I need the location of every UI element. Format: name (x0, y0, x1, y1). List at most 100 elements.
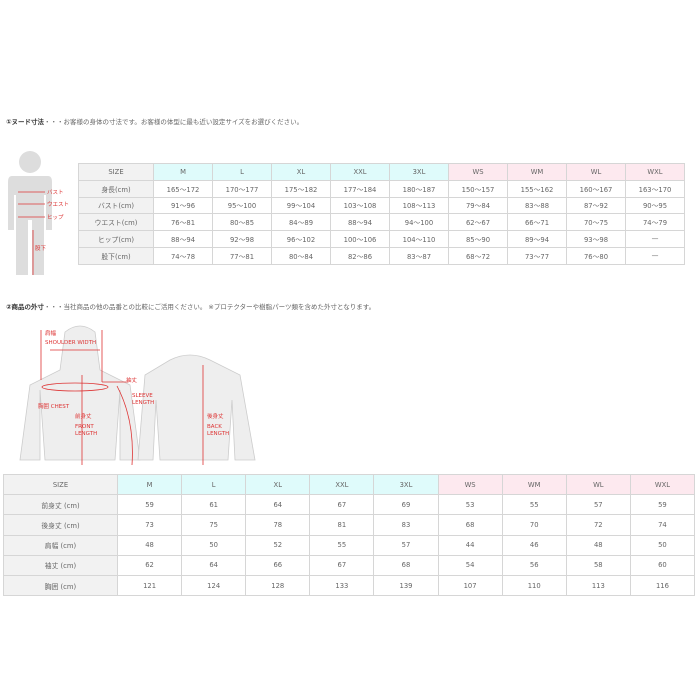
label-inseam: 股下 (35, 245, 47, 252)
garment-size-table: SIZE M L XL XXL 3XL WS WM WL WXL 前身丈 (cm) 59 61 64 67 6… (3, 473, 696, 597)
table-cell: 88～94 (330, 213, 390, 232)
table-cell: 90～95 (625, 196, 685, 215)
column-header: WXL (625, 163, 685, 181)
row-label: 胸囲 (cm) (3, 574, 118, 597)
table-cell: 67 (309, 494, 375, 516)
table-cell: 87～92 (566, 196, 626, 215)
body-silhouette-figure: バスト ウエスト ヒップ 股下 (8, 151, 69, 275)
table-cell: 55 (501, 494, 567, 516)
column-header: SIZE (3, 473, 118, 496)
section2-title: ②商品の外寸 (6, 303, 45, 311)
row-label: バスト(cm) (78, 196, 154, 215)
table-cell: 116 (629, 574, 696, 597)
table-cell: 48 (116, 534, 183, 556)
table-cell: 83 (373, 514, 439, 536)
table-cell: 70 (501, 514, 567, 536)
row-label: ウエスト(cm) (78, 213, 154, 232)
table-cell: 50 (181, 534, 247, 556)
table-cell: 80～85 (212, 213, 272, 232)
table-cell: 95～100 (212, 196, 272, 215)
table-cell: 77～81 (212, 246, 272, 265)
table-cell: 93～98 (566, 230, 626, 248)
label-hip: ヒップ (47, 214, 64, 221)
table-cell: 91～96 (153, 196, 213, 215)
table-cell: 68 (373, 554, 439, 576)
table-cell: 155～162 (507, 179, 567, 198)
table-cell: 46 (501, 534, 567, 556)
column-header: WS (437, 473, 503, 496)
table-cell: 57 (565, 494, 631, 516)
table-cell: 58 (565, 554, 631, 576)
column-header: XL (245, 473, 311, 496)
table-cell: 74～78 (153, 246, 213, 265)
jacket-diagram: 肩幅 SHOULDER WIDTH 胸囲 CHEST 前身丈 FRONT LEN… (19, 325, 256, 466)
column-header: M (116, 473, 183, 496)
column-header: SIZE (78, 163, 154, 181)
column-header: XXL (309, 473, 375, 496)
row-label: 身長(cm) (78, 179, 154, 198)
table-cell: 139 (373, 574, 439, 597)
row-label: 後身丈 (cm) (3, 514, 118, 536)
label-back-jp: 後身丈 (207, 412, 224, 420)
table-cell: 60 (629, 554, 696, 576)
column-header: 3XL (373, 473, 439, 496)
section1-text: ・・・お客様の身体の寸法です。お客様の体型に最も近い設定サイズをお選びください。 (44, 118, 304, 126)
table-cell: 69 (373, 494, 439, 516)
table-cell: 107 (437, 574, 503, 597)
table-cell: 99～104 (271, 196, 331, 215)
table-cell: 124 (181, 574, 247, 597)
table-cell: 177～184 (330, 179, 390, 198)
nude-size-table: SIZE M L XL XXL 3XL WS WM WL WXL 身長(cm) 165～172 170～… (78, 163, 685, 265)
label-sleeve-jp: 袖丈 (126, 376, 138, 384)
table-cell: 62～67 (448, 213, 508, 232)
table-cell: 110 (501, 574, 567, 597)
table-cell: — (625, 230, 685, 248)
column-header: L (181, 473, 247, 496)
table-row: ウエスト(cm) 76～81 80～85 84～89 88～94 94～100 62～67 6… (78, 213, 685, 232)
table-cell: 104～110 (389, 230, 449, 248)
table-cell: 76～81 (153, 213, 213, 232)
table-cell: 62 (116, 554, 183, 576)
table-cell: 150～157 (448, 179, 508, 198)
table-cell: 83～88 (507, 196, 567, 215)
table-row: 肩幅 (cm) 48 50 52 55 57 44 46 48 50 (3, 534, 696, 556)
table-cell: 128 (245, 574, 311, 597)
table-cell: 78 (245, 514, 311, 536)
label-bust: バスト (47, 189, 64, 196)
table-cell: 180～187 (389, 179, 449, 198)
label-front-jp: 前身丈 (75, 412, 92, 420)
section2-note: ②商品の外寸・・・当社商品の他の品番との比較にご活用ください。 ※プロテクターや… (6, 301, 375, 311)
table-cell: 92～98 (212, 230, 272, 248)
table-cell: 64 (181, 554, 247, 576)
table-cell: 165～172 (153, 179, 213, 198)
table-cell: 94～100 (389, 213, 449, 232)
table-cell: 55 (309, 534, 375, 556)
table-cell: 50 (629, 534, 696, 556)
table-cell: 52 (245, 534, 311, 556)
column-header: 3XL (389, 163, 449, 181)
table-cell: 96～102 (271, 230, 331, 248)
table-cell: 76～80 (566, 246, 626, 265)
column-header: WL (565, 473, 631, 496)
table-cell: 81 (309, 514, 375, 536)
column-header: WS (448, 163, 508, 181)
table-cell: 88～94 (153, 230, 213, 248)
table-cell: 113 (565, 574, 631, 597)
table-cell: 68 (437, 514, 503, 536)
header-row: SIZE M L XL XXL 3XL WS WM WL WXL (78, 163, 685, 181)
table-cell: 85～90 (448, 230, 508, 248)
row-label: 肩幅 (cm) (3, 534, 118, 556)
row-label: ヒップ(cm) (78, 230, 154, 248)
column-header: WXL (629, 473, 696, 496)
table-cell: 163～170 (625, 179, 685, 198)
label-front-en1: FRONT (75, 424, 94, 430)
table-cell: — (625, 246, 685, 265)
table-cell: 70～75 (566, 213, 626, 232)
column-header: M (153, 163, 213, 181)
row-label: 前身丈 (cm) (3, 494, 118, 516)
table-cell: 53 (437, 494, 503, 516)
table-cell: 175～182 (271, 179, 331, 198)
table-cell: 79～84 (448, 196, 508, 215)
section1-note: ①ヌード寸法・・・お客様の身体の寸法です。お客様の体型に最も近い設定サイズをお選… (6, 116, 303, 126)
table-cell: 121 (116, 574, 183, 597)
